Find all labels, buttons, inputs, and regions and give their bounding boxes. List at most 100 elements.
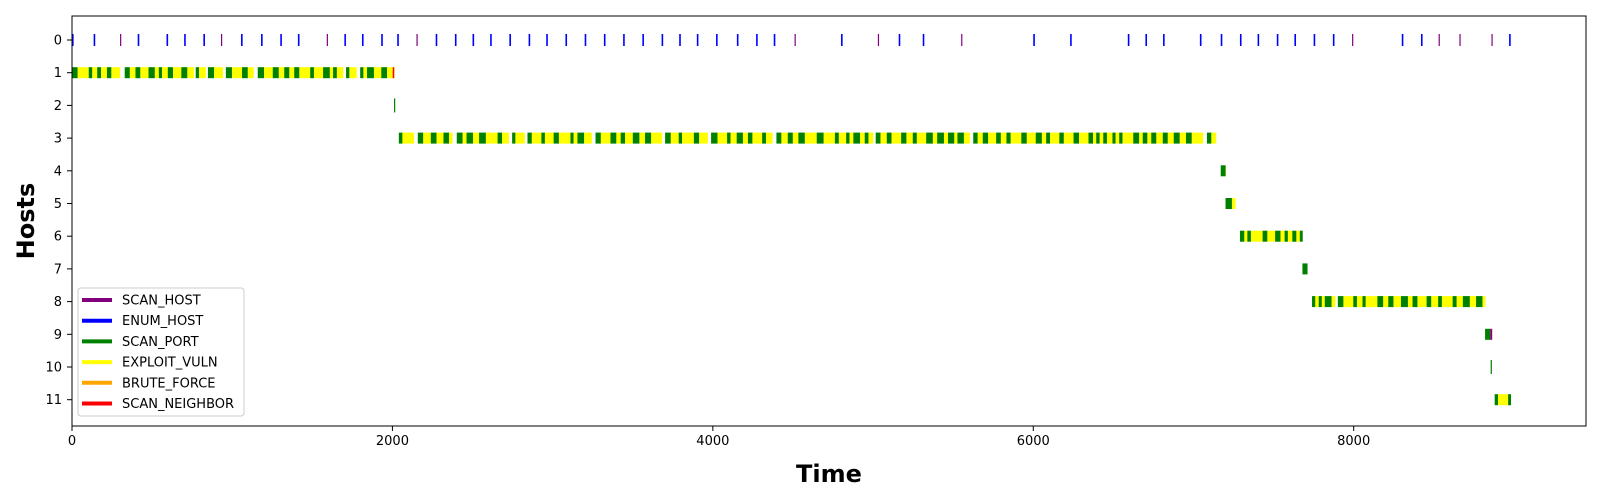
- event-mark-host-8-scan_port: [1353, 296, 1357, 307]
- event-mark-host-0-enum_host: [344, 34, 346, 46]
- event-mark-host-8-exploit_vuln: [1366, 296, 1378, 307]
- event-mark-host-1-scan_port: [97, 67, 101, 78]
- event-mark-host-3-scan_port: [1133, 133, 1139, 144]
- event-mark-host-1-exploit_vuln: [363, 67, 367, 78]
- event-mark-host-3-scan_port: [457, 133, 463, 144]
- event-mark-host-6-scan_port: [1263, 231, 1268, 242]
- y-tick-label: 9: [54, 328, 62, 343]
- event-mark-host-0-enum_host: [697, 34, 699, 46]
- event-mark-host-0-enum_host: [774, 34, 776, 46]
- event-mark-host-1-scan_port: [135, 67, 140, 78]
- event-mark-host-6-exploit_vuln: [1251, 231, 1263, 242]
- event-mark-host-1-scan_port: [258, 67, 265, 78]
- event-mark-host-3-exploit_vuln: [766, 133, 773, 144]
- event-mark-host-3-exploit_vuln: [868, 133, 873, 144]
- event-mark-host-0-enum_host: [604, 34, 606, 46]
- event-mark-host-3-exploit_vuln: [584, 133, 592, 144]
- event-mark-host-8-scan_port: [1438, 296, 1442, 307]
- y-tick-label: 11: [45, 393, 62, 408]
- event-mark-host-0-scan_host: [221, 34, 222, 46]
- event-mark-host-3-scan_port: [996, 133, 1001, 144]
- event-mark-host-6-scan_port: [1300, 231, 1303, 242]
- event-mark-host-0-enum_host: [546, 34, 548, 46]
- event-mark-host-1-exploit_vuln: [155, 67, 159, 78]
- event-mark-host-9-scan_port: [1485, 329, 1490, 340]
- event-mark-host-3-exploit_vuln: [849, 133, 853, 144]
- event-mark-host-3-scan_port: [876, 133, 881, 144]
- event-mark-host-3-scan_port: [727, 133, 731, 144]
- legend-label: SCAN_HOST: [122, 294, 201, 309]
- event-mark-host-0-enum_host: [94, 34, 96, 46]
- event-mark-host-3-exploit_vuln: [671, 133, 679, 144]
- event-mark-host-3-exploit_vuln: [402, 133, 414, 144]
- event-mark-host-3-exploit_vuln: [532, 133, 542, 144]
- event-mark-host-1-exploit_vuln: [101, 67, 107, 78]
- event-mark-host-9-scan_host: [1490, 329, 1492, 340]
- event-mark-host-8-scan_port: [1338, 296, 1344, 307]
- event-mark-host-3-exploit_vuln: [616, 133, 621, 144]
- legend-label: SCAN_PORT: [122, 335, 199, 350]
- event-mark-host-3-scan_port: [498, 133, 503, 144]
- event-mark-host-3-exploit_vuln: [473, 133, 479, 144]
- event-mark-host-3-scan_port: [679, 133, 683, 144]
- event-mark-host-0-enum_host: [679, 34, 681, 46]
- event-mark-host-3-scan_port: [467, 133, 474, 144]
- event-mark-host-8-scan_port: [1325, 296, 1332, 307]
- event-mark-host-3-scan_port: [596, 133, 602, 144]
- event-mark-host-0-enum_host: [585, 34, 587, 46]
- event-mark-host-0-enum_host: [623, 34, 625, 46]
- event-mark-host-6-exploit_vuln: [1288, 231, 1293, 242]
- event-mark-host-1-exploit_vuln: [140, 67, 149, 78]
- event-mark-host-1-scan_port: [107, 67, 112, 78]
- event-mark-host-3-exploit_vuln: [1156, 133, 1163, 144]
- event-mark-host-0-scan_host: [120, 34, 121, 46]
- event-mark-host-7-scan_port: [1302, 263, 1307, 274]
- event-mark-host-0-enum_host: [1509, 34, 1511, 46]
- event-mark-host-8-exploit_vuln: [1408, 296, 1413, 307]
- event-mark-host-3-exploit_vuln: [933, 133, 938, 144]
- y-axis-title: Hosts: [12, 183, 40, 260]
- event-mark-host-0-scan_host: [1439, 34, 1440, 46]
- event-mark-host-3-scan_port: [527, 133, 532, 144]
- event-mark-host-3-exploit_vuln: [559, 133, 571, 144]
- event-mark-host-8-scan_port: [1453, 296, 1457, 307]
- event-mark-host-3-scan_port: [901, 133, 907, 144]
- event-mark-host-0-enum_host: [1258, 34, 1260, 46]
- event-mark-host-0-enum_host: [138, 34, 140, 46]
- event-mark-host-0-enum_host: [899, 34, 901, 46]
- event-mark-host-1-exploit_vuln: [232, 67, 242, 78]
- event-mark-host-1-exploit_vuln: [349, 67, 356, 78]
- x-tick-label: 4000: [696, 434, 729, 449]
- event-mark-host-3-exploit_vuln: [988, 133, 996, 144]
- event-mark-host-3-exploit_vuln: [651, 133, 662, 144]
- x-tick-label: 6000: [1017, 434, 1050, 449]
- event-mark-host-0-enum_host: [1070, 34, 1072, 46]
- event-mark-host-1-exploit_vuln: [289, 67, 294, 78]
- legend-label: SCAN_NEIGHBOR: [122, 397, 234, 412]
- event-mark-host-1-exploit_vuln: [330, 67, 334, 78]
- event-mark-host-3-exploit_vuln: [1122, 133, 1133, 144]
- event-mark-host-3-exploit_vuln: [1180, 133, 1187, 144]
- event-mark-host-0-enum_host: [184, 34, 186, 46]
- event-mark-host-3-exploit_vuln: [917, 133, 927, 144]
- event-mark-host-6-scan_port: [1247, 231, 1251, 242]
- legend-label: BRUTE_FORCE: [122, 376, 216, 391]
- event-mark-host-8-exploit_vuln: [1431, 296, 1438, 307]
- event-mark-host-3-scan_port: [1036, 133, 1042, 144]
- event-mark-host-3-exploit_vuln: [1168, 133, 1174, 144]
- event-mark-host-3-exploit_vuln: [1107, 133, 1113, 144]
- event-mark-host-3-scan_port: [665, 133, 671, 144]
- event-mark-host-0-enum_host: [1333, 34, 1335, 46]
- event-mark-host-1-scan_port: [310, 67, 314, 78]
- event-mark-host-3-scan_port: [633, 133, 640, 144]
- event-mark-host-3-exploit_vuln: [978, 133, 983, 144]
- event-mark-host-3-scan_port: [798, 133, 805, 144]
- event-mark-host-0-scan_host: [416, 34, 417, 46]
- event-mark-host-3-scan_port: [926, 133, 933, 144]
- event-mark-host-3-scan_port: [554, 133, 560, 144]
- event-mark-host-3-exploit_vuln: [515, 133, 524, 144]
- event-mark-host-3-scan_port: [1207, 133, 1212, 144]
- event-mark-host-1-exploit_vuln: [314, 67, 323, 78]
- event-mark-host-3-exploit_vuln: [880, 133, 887, 144]
